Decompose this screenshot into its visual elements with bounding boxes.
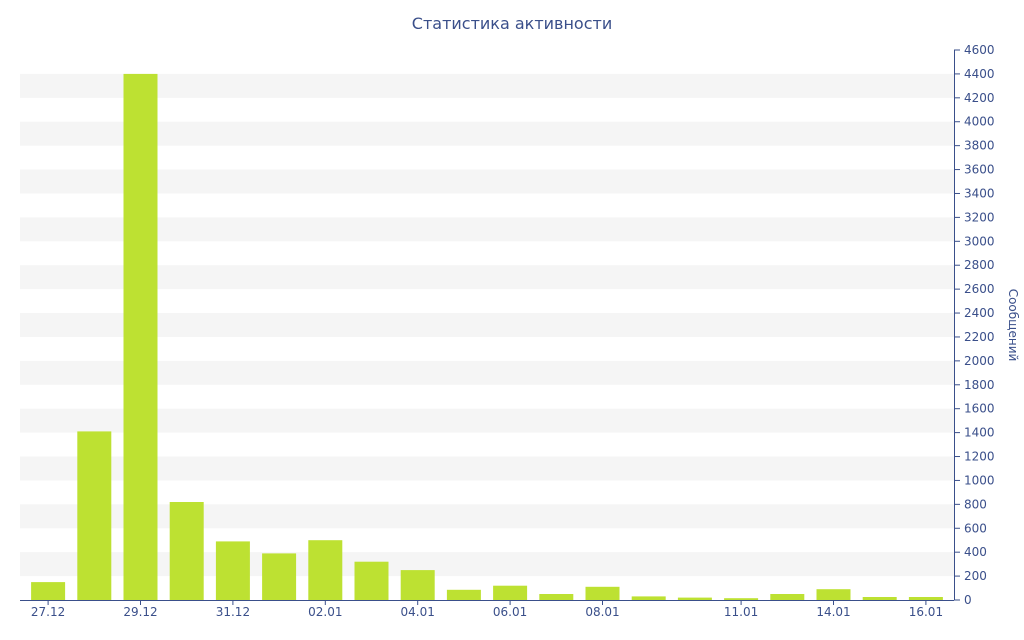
y-tick-label: 3600 (964, 163, 995, 177)
bar-04.01[interactable] (400, 570, 435, 600)
y-tick-label: 1600 (964, 402, 995, 416)
x-tick-label: 04.01 (401, 605, 435, 619)
x-tick-label: 16.01 (909, 605, 943, 619)
y-axis-title: Сообщений (1006, 289, 1020, 362)
grid-band (20, 265, 954, 290)
y-tick-label: 800 (964, 497, 987, 511)
bar-11.01[interactable] (724, 598, 759, 600)
y-tick-label: 4000 (964, 115, 995, 129)
y-tick-label: 400 (964, 545, 987, 559)
bar-30.12[interactable] (169, 502, 204, 600)
bar-16.01[interactable] (908, 597, 943, 600)
grid-band (20, 313, 954, 337)
y-tick-label: 200 (964, 569, 987, 583)
grid-band (20, 217, 954, 242)
y-tick-label: 1000 (964, 473, 995, 487)
chart-title: Статистика активности (411, 14, 613, 33)
bar-29.12[interactable] (123, 73, 158, 600)
y-tick-label: 3400 (964, 186, 995, 200)
bar-06.01[interactable] (493, 585, 528, 600)
bar-13.01[interactable] (770, 594, 805, 600)
grid-bands (20, 73, 954, 577)
y-tick-label: 2600 (964, 282, 995, 296)
y-ticks-group: 0 200 400 600 800 1000 1200 1400 1600 1800 2000 220… (954, 43, 995, 607)
grid-band (20, 121, 954, 146)
x-ticks-group: 27.12 29.12 31.12 02.01 04.01 06.01 08.01 11.01… (31, 600, 943, 619)
grid-band (20, 408, 954, 433)
grid-band (20, 504, 954, 529)
y-tick-label: 4400 (964, 67, 995, 81)
bar-27.12[interactable] (31, 582, 66, 600)
bars-group (31, 73, 943, 600)
grid-band (20, 169, 954, 194)
bar-05.01[interactable] (446, 589, 481, 600)
y-tick-label: 0 (964, 593, 972, 607)
bar-28.12[interactable] (77, 431, 112, 600)
bar-15.01[interactable] (862, 597, 897, 600)
x-tick-label: 06.01 (493, 605, 527, 619)
x-tick-label: 02.01 (308, 605, 342, 619)
y-tick-label: 600 (964, 521, 987, 535)
y-tick-label: 1400 (964, 426, 995, 440)
bar-10.01[interactable] (677, 597, 712, 600)
x-tick-label: 31.12 (216, 605, 250, 619)
grid-band (20, 73, 954, 98)
y-tick-label: 1200 (964, 450, 995, 464)
grid-band (20, 552, 954, 577)
bar-03.01[interactable] (354, 561, 389, 600)
bar-31.12[interactable] (215, 541, 250, 600)
y-tick-label: 2400 (964, 306, 995, 320)
y-tick-label: 4200 (964, 91, 995, 105)
y-tick-label: 4600 (964, 43, 995, 57)
x-tick-label: 29.12 (123, 605, 157, 619)
y-tick-label: 3200 (964, 210, 995, 224)
y-tick-label: 3000 (964, 234, 995, 248)
bar-01.01[interactable] (262, 553, 297, 600)
y-tick-label: 2200 (964, 330, 995, 344)
y-tick-label: 1800 (964, 378, 995, 392)
grid-band (20, 360, 954, 385)
axes-group (20, 50, 955, 601)
bar-08.01[interactable] (585, 586, 620, 600)
x-tick-label: 27.12 (31, 605, 65, 619)
grid-band (20, 456, 954, 481)
bar-07.01[interactable] (539, 594, 574, 600)
y-tick-label: 2800 (964, 258, 995, 272)
bar-14.01[interactable] (816, 589, 851, 600)
bar-02.01[interactable] (308, 540, 343, 600)
x-tick-label: 11.01 (724, 605, 758, 619)
x-tick-label: 14.01 (816, 605, 850, 619)
x-tick-label: 08.01 (585, 605, 619, 619)
y-tick-label: 2000 (964, 354, 995, 368)
bar-09.01[interactable] (631, 596, 666, 600)
y-tick-label: 3800 (964, 139, 995, 153)
